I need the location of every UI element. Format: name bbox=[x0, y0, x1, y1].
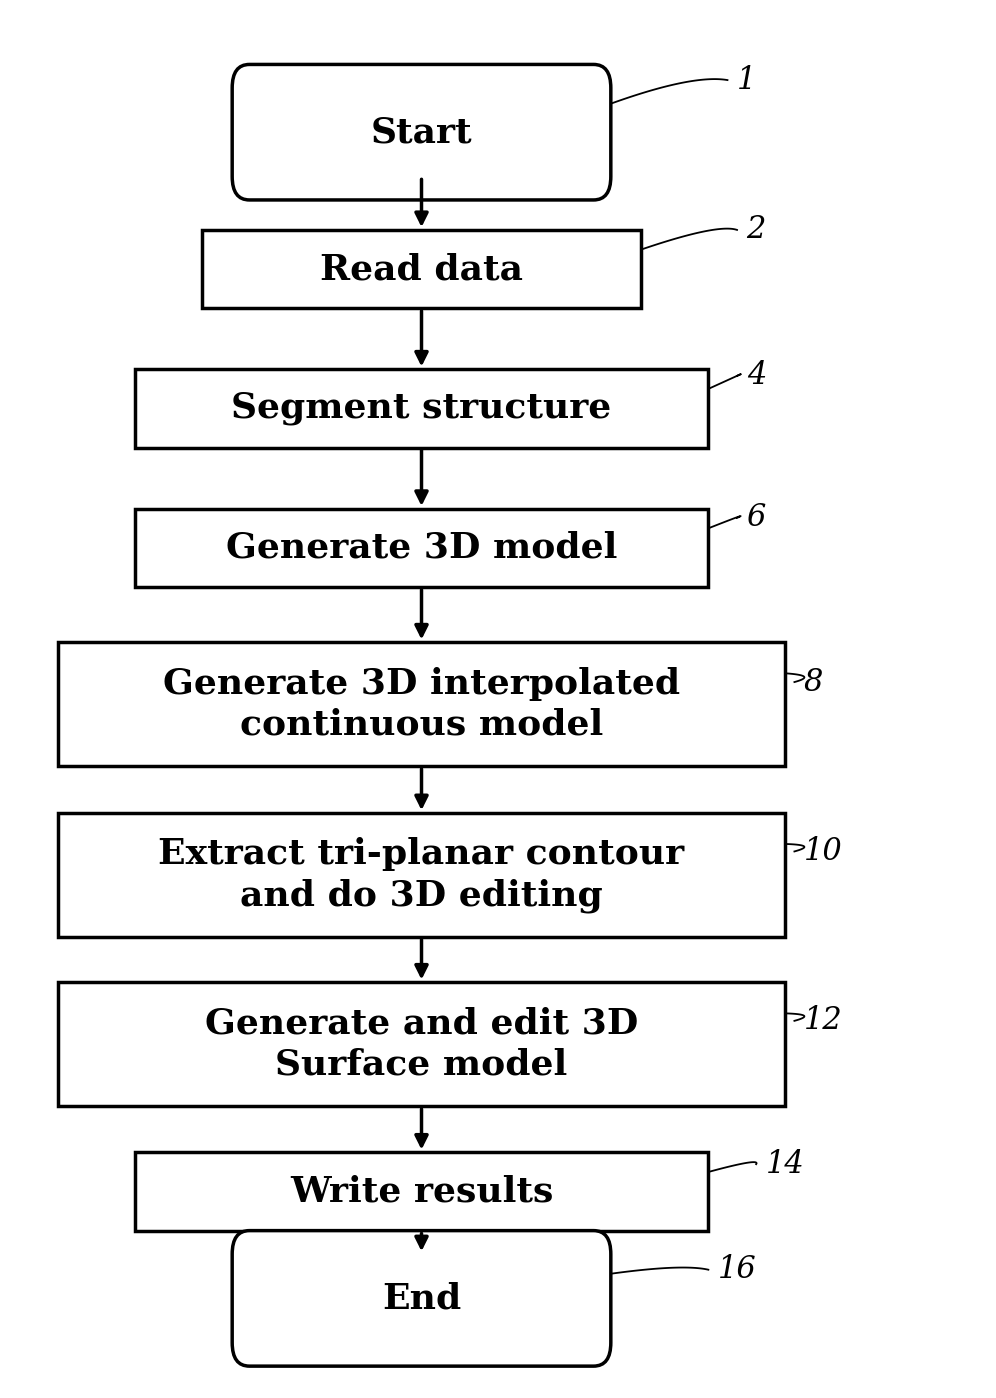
FancyBboxPatch shape bbox=[58, 983, 785, 1106]
Text: Generate 3D model: Generate 3D model bbox=[226, 531, 618, 565]
Text: 4: 4 bbox=[747, 361, 766, 391]
Text: Generate 3D interpolated
continuous model: Generate 3D interpolated continuous mode… bbox=[163, 667, 680, 741]
FancyBboxPatch shape bbox=[58, 642, 785, 766]
FancyBboxPatch shape bbox=[232, 1230, 611, 1366]
Text: Read data: Read data bbox=[320, 252, 523, 287]
Text: Write results: Write results bbox=[290, 1174, 553, 1208]
FancyBboxPatch shape bbox=[134, 1152, 708, 1230]
Text: Extract tri-planar contour
and do 3D editing: Extract tri-planar contour and do 3D edi… bbox=[158, 837, 684, 913]
Text: 8: 8 bbox=[804, 667, 824, 698]
Text: 6: 6 bbox=[747, 502, 766, 534]
Text: Generate and edit 3D
Surface model: Generate and edit 3D Surface model bbox=[205, 1007, 638, 1082]
Text: Segment structure: Segment structure bbox=[231, 391, 612, 425]
Text: 10: 10 bbox=[804, 836, 843, 867]
FancyBboxPatch shape bbox=[232, 64, 611, 200]
Text: Start: Start bbox=[371, 115, 472, 150]
Text: 16: 16 bbox=[718, 1254, 757, 1285]
Text: 14: 14 bbox=[766, 1149, 805, 1180]
FancyBboxPatch shape bbox=[134, 509, 708, 587]
FancyBboxPatch shape bbox=[58, 814, 785, 937]
FancyBboxPatch shape bbox=[201, 229, 641, 308]
Text: 2: 2 bbox=[747, 214, 766, 246]
FancyBboxPatch shape bbox=[134, 369, 708, 447]
Text: End: End bbox=[381, 1282, 461, 1316]
Text: 1: 1 bbox=[737, 64, 756, 95]
Text: 12: 12 bbox=[804, 1005, 843, 1036]
